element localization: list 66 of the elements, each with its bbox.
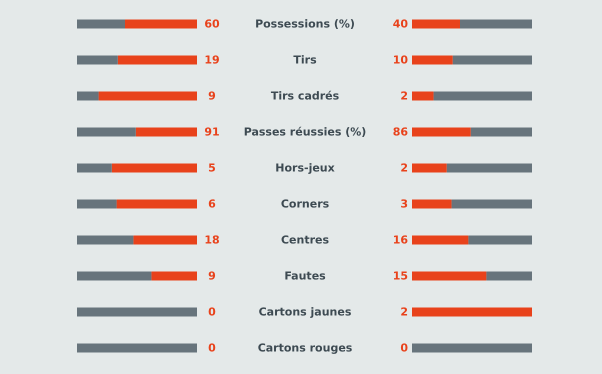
y-tick-label: Possessions (%) xyxy=(255,18,355,30)
bar xyxy=(133,236,197,244)
bar xyxy=(77,272,152,280)
bar xyxy=(412,164,447,172)
bar xyxy=(77,344,197,352)
bar xyxy=(77,308,197,316)
text: 0 xyxy=(400,342,408,354)
text: 9 xyxy=(208,90,216,102)
bar xyxy=(125,20,197,28)
bar xyxy=(468,236,532,244)
bar xyxy=(452,200,532,208)
bar xyxy=(116,200,197,208)
y-tick-label: Centres xyxy=(280,234,330,246)
bar xyxy=(77,200,117,208)
bar xyxy=(470,128,532,136)
text: 2 xyxy=(400,90,408,102)
y-tick-label: Passes réussies (%) xyxy=(244,126,366,138)
y-tick-label: Corners xyxy=(280,198,330,210)
text: 10 xyxy=(392,54,408,66)
bar xyxy=(446,164,532,172)
text: 3 xyxy=(400,198,408,210)
y-tick-label: Cartons jaunes xyxy=(258,306,352,318)
text: 86 xyxy=(392,126,408,138)
bar xyxy=(412,308,532,316)
bar xyxy=(412,236,468,244)
text: 2 xyxy=(400,306,408,318)
text: 0 xyxy=(208,342,216,354)
bar xyxy=(412,344,532,352)
bar xyxy=(412,128,471,136)
y-tick-label: Cartons rouges xyxy=(258,342,353,354)
bar xyxy=(412,92,434,100)
bar xyxy=(412,20,460,28)
y-tick-label: Tirs xyxy=(293,54,318,66)
y-tick-label: Fautes xyxy=(284,270,326,282)
text: 9 xyxy=(208,270,216,282)
bar xyxy=(486,272,532,280)
text: 0 xyxy=(208,306,216,318)
text: 91 xyxy=(204,126,220,138)
bar xyxy=(136,128,197,136)
bar xyxy=(77,56,118,64)
text: 15 xyxy=(392,270,408,282)
bar xyxy=(412,272,486,280)
bar xyxy=(412,200,452,208)
text: 40 xyxy=(392,18,408,30)
text: 2 xyxy=(400,162,408,174)
bar xyxy=(77,20,125,28)
bar xyxy=(77,164,112,172)
text: 60 xyxy=(204,18,220,30)
text: 6 xyxy=(208,198,216,210)
y-tick-label: Hors-jeux xyxy=(275,162,335,174)
y-tick-label: Tirs cadrés xyxy=(270,90,340,102)
bar xyxy=(77,92,99,100)
bar xyxy=(118,56,197,64)
text: 18 xyxy=(204,234,220,246)
text: 5 xyxy=(208,162,216,174)
bar xyxy=(77,128,136,136)
bar xyxy=(77,236,134,244)
text: 16 xyxy=(392,234,408,246)
bar xyxy=(452,56,532,64)
bar xyxy=(112,164,197,172)
bar xyxy=(412,56,453,64)
bar xyxy=(98,92,197,100)
bar xyxy=(460,20,532,28)
text: 19 xyxy=(204,54,220,66)
bar xyxy=(434,92,532,100)
bar xyxy=(151,272,197,280)
